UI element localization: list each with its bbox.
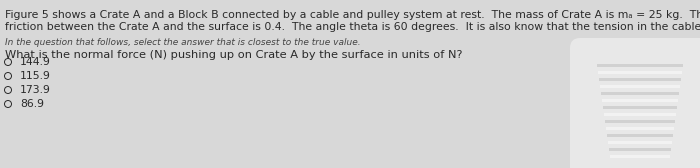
- FancyBboxPatch shape: [602, 98, 678, 102]
- FancyBboxPatch shape: [604, 113, 676, 116]
- FancyBboxPatch shape: [603, 106, 677, 109]
- Text: 115.9: 115.9: [20, 71, 51, 81]
- FancyBboxPatch shape: [606, 127, 674, 130]
- FancyBboxPatch shape: [605, 119, 675, 123]
- Text: What is the normal force (N) pushing up on Crate A by the surface in units of N?: What is the normal force (N) pushing up …: [5, 50, 463, 60]
- FancyBboxPatch shape: [607, 134, 673, 137]
- FancyBboxPatch shape: [598, 71, 682, 74]
- FancyBboxPatch shape: [570, 38, 700, 168]
- FancyBboxPatch shape: [610, 155, 670, 158]
- FancyBboxPatch shape: [599, 77, 681, 81]
- FancyBboxPatch shape: [600, 85, 680, 88]
- Text: 144.9: 144.9: [20, 57, 51, 67]
- FancyBboxPatch shape: [609, 148, 671, 151]
- Text: In the question that follows, select the answer that is closest to the true valu: In the question that follows, select the…: [5, 38, 360, 47]
- Text: friction between the Crate A and the surface is 0.4.  The angle theta is 60 degr: friction between the Crate A and the sur…: [5, 22, 700, 32]
- FancyBboxPatch shape: [597, 64, 683, 67]
- FancyBboxPatch shape: [601, 92, 679, 95]
- Text: 173.9: 173.9: [20, 85, 51, 95]
- FancyBboxPatch shape: [608, 140, 672, 144]
- Text: Figure 5 shows a Crate A and a Block B connected by a cable and pulley system at: Figure 5 shows a Crate A and a Block B c…: [5, 10, 700, 20]
- Text: 86.9: 86.9: [20, 99, 44, 109]
